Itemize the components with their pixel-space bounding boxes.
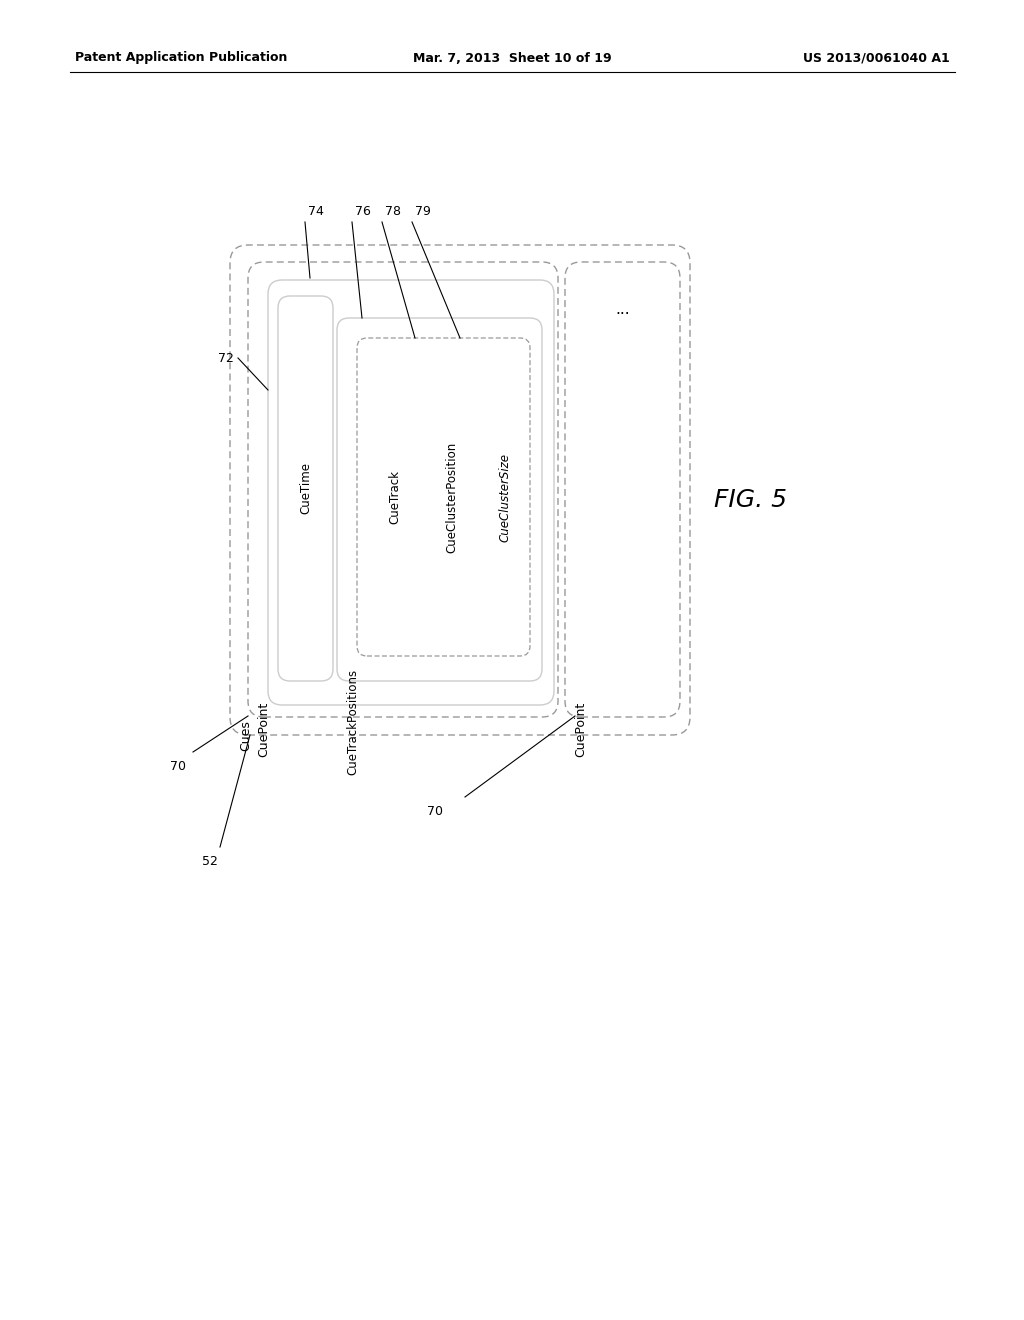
Text: 74: 74 [308,205,324,218]
Text: CueClusterPosition: CueClusterPosition [445,441,459,553]
Text: ...: ... [615,302,630,317]
Text: 72: 72 [218,351,233,364]
Text: CueTrackPositions: CueTrackPositions [346,669,359,775]
Text: 52: 52 [202,855,218,869]
Text: Patent Application Publication: Patent Application Publication [75,51,288,65]
Text: CueTime: CueTime [299,462,312,515]
Text: FIG. 5: FIG. 5 [714,488,786,512]
Text: Mar. 7, 2013  Sheet 10 of 19: Mar. 7, 2013 Sheet 10 of 19 [413,51,611,65]
Text: CuePoint: CuePoint [257,702,270,758]
Text: CuePoint: CuePoint [574,702,588,758]
Text: 76: 76 [355,205,371,218]
Text: 78: 78 [385,205,401,218]
Text: 70: 70 [427,805,443,818]
Text: 70: 70 [170,760,186,774]
Text: CueClusterSize: CueClusterSize [499,453,512,541]
Text: 79: 79 [415,205,431,218]
Text: US 2013/0061040 A1: US 2013/0061040 A1 [803,51,950,65]
Text: Cues: Cues [240,719,253,751]
Text: CueTrack: CueTrack [388,470,401,524]
